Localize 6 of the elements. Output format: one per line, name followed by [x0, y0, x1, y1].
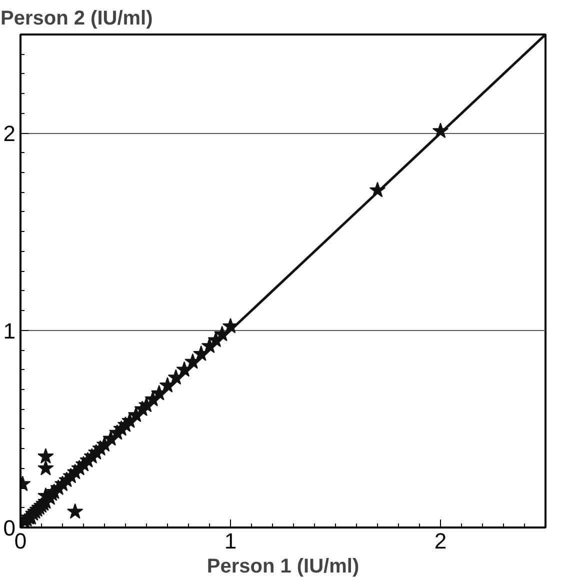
- y-tick-label: 1: [3, 318, 16, 344]
- y-tick-label: 2: [3, 121, 16, 146]
- x-tick-label: 1: [224, 528, 237, 554]
- y-axis-title: Person 2 (IU/ml): [0, 8, 153, 30]
- x-tick-label: 2: [434, 528, 447, 554]
- x-axis-title: Person 1 (IU/ml): [206, 556, 360, 578]
